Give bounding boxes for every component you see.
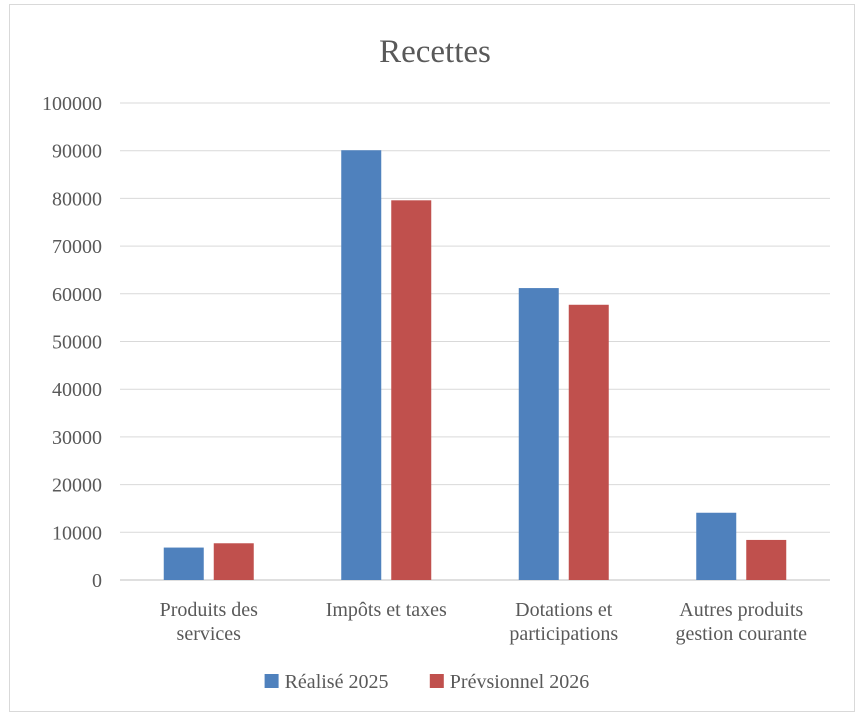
gridlines — [120, 102, 830, 581]
y-tick-label: 30000 — [52, 427, 102, 449]
y-tick-label: 70000 — [52, 236, 102, 258]
category-label: Autres produits gestion courante — [675, 599, 807, 645]
legend-label: Réalisé 2025 — [285, 671, 389, 693]
x-axis-categories: Produits des services Impôts et taxes Dotat… — [160, 599, 808, 645]
bars — [163, 150, 787, 581]
y-tick-label: 90000 — [52, 141, 102, 163]
category-label: Dotations et participations — [509, 599, 618, 645]
legend-swatch — [264, 674, 279, 688]
y-tick-label: 50000 — [52, 332, 102, 354]
y-tick-label: 80000 — [52, 188, 102, 210]
y-tick-label: 10000 — [52, 522, 102, 544]
bar-realise — [341, 150, 382, 580]
legend: Réalisé 2025 Prévsionnel 2026 — [264, 671, 589, 693]
bar-realise — [163, 547, 204, 580]
chart-frame — [9, 4, 855, 712]
category-label: Produits des services — [160, 599, 259, 645]
bar-previsionnel — [213, 543, 254, 580]
y-tick-label: 60000 — [52, 284, 102, 306]
bar-previsionnel — [746, 539, 787, 580]
y-tick-label: 40000 — [52, 379, 102, 401]
bar-previsionnel — [568, 304, 609, 580]
legend-swatch — [429, 674, 444, 688]
category-label: Impôts et taxes — [326, 599, 447, 621]
y-axis-ticks: 0 10000 20000 30000 40000 50000 60000 70000 8000… — [42, 93, 102, 592]
bar-previsionnel — [391, 200, 432, 581]
y-tick-label: 100000 — [42, 93, 102, 115]
y-tick-label: 0 — [92, 570, 102, 592]
legend-label: Prévsionnel 2026 — [450, 671, 589, 693]
bar-realise — [518, 288, 559, 580]
y-tick-label: 20000 — [52, 475, 102, 497]
chart-title: Recettes — [379, 34, 491, 70]
bar-realise — [696, 512, 737, 580]
